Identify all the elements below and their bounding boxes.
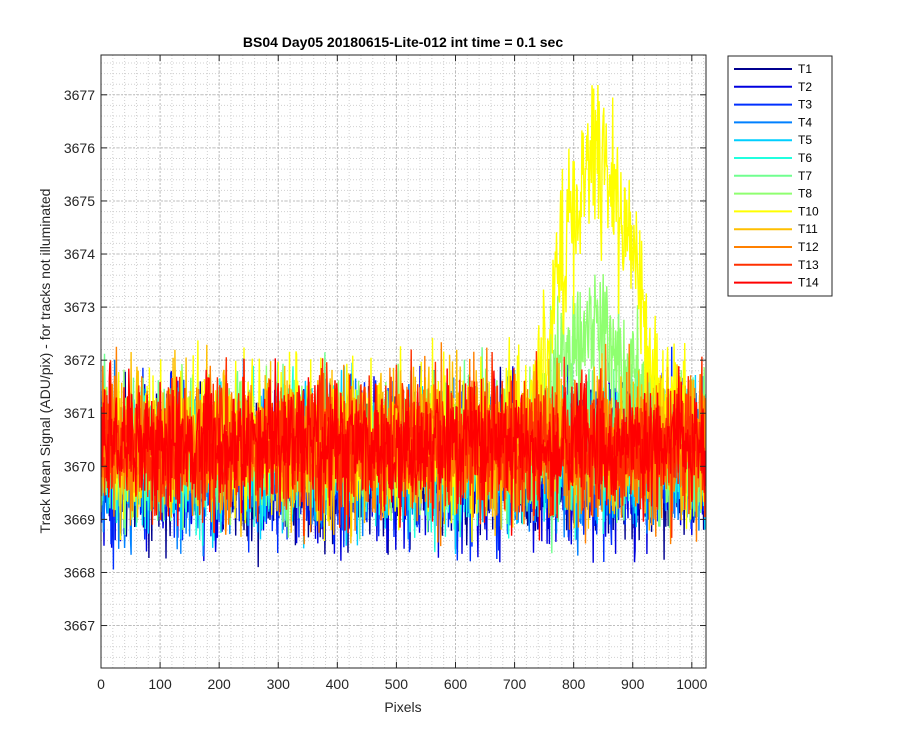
- y-tick-label: 3675: [64, 193, 95, 209]
- legend-label-t2: T2: [798, 80, 812, 94]
- legend-label-t7: T7: [798, 169, 812, 183]
- x-axis-label: Pixels: [384, 699, 421, 715]
- x-tick-label: 200: [207, 676, 231, 692]
- legend: T1 T2 T3 T4 T5 T6 T7 T8 T10 T11 T12 T13 T14: [727, 55, 833, 297]
- legend-label-t13: T13: [798, 258, 819, 272]
- legend-label-t14: T14: [798, 276, 819, 290]
- y-tick-label: 3674: [64, 246, 95, 262]
- x-tick-label: 500: [385, 676, 409, 692]
- y-tick-label: 3669: [64, 511, 95, 527]
- legend-label-t5: T5: [798, 133, 812, 147]
- plot-frame: [100, 54, 707, 669]
- y-tick-label: 3673: [64, 299, 95, 315]
- x-tick-label: 0: [97, 676, 105, 692]
- x-tick-label: 100: [148, 676, 172, 692]
- x-tick-label: 400: [326, 676, 350, 692]
- legend-label-t6: T6: [798, 151, 812, 165]
- x-tick-label: 900: [621, 676, 645, 692]
- legend-label-t10: T10: [798, 204, 819, 218]
- legend-label-t8: T8: [798, 187, 812, 201]
- y-tick-label: 3670: [64, 458, 95, 474]
- y-tick-label: 3668: [64, 564, 95, 580]
- y-tick-label: 3671: [64, 405, 95, 421]
- x-tick-label: 700: [503, 676, 527, 692]
- y-tick-label: 3672: [64, 352, 95, 368]
- x-tick-label: 300: [267, 676, 291, 692]
- series-layer: [101, 84, 706, 570]
- legend-label-t11: T11: [798, 222, 818, 236]
- y-tick-label: 3667: [64, 618, 95, 634]
- x-tick-label: 1000: [676, 676, 707, 692]
- legend-label-t3: T3: [798, 98, 812, 112]
- legend-label-t12: T12: [798, 240, 819, 254]
- x-tick-label: 600: [444, 676, 468, 692]
- legend-label-t1: T1: [798, 62, 812, 76]
- axis-ticks: 0 100 200 300 400 500 600 700 800 900 1000 3667 3668…: [64, 55, 708, 692]
- legend-label-t4: T4: [798, 115, 812, 129]
- series-line-t14: [101, 358, 706, 541]
- y-tick-label: 3677: [64, 87, 95, 103]
- chart-title: BS04 Day05 20180615-Lite-012 int time = …: [243, 34, 563, 50]
- y-tick-label: 3676: [64, 140, 95, 156]
- x-tick-label: 800: [562, 676, 586, 692]
- y-axis-label: Track Mean Signal (ADU/pix) - for tracks…: [37, 189, 53, 534]
